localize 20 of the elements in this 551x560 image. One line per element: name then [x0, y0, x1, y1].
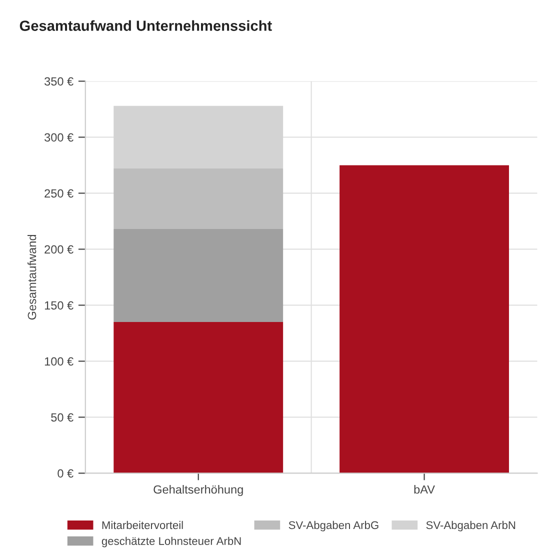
y-tick-label: 300 €: [44, 133, 74, 142]
y-tick-label: 200 €: [44, 245, 74, 254]
chart-title: Gesamtaufwand Unternehmenssicht: [20, 20, 272, 31]
y-tick-label: 0 €: [58, 469, 74, 478]
bar: [114, 168, 284, 230]
y-axis-title: Gesamtaufwand: [28, 234, 36, 320]
y-tick-label: 100 €: [44, 357, 74, 366]
legend-label: geschätzte Lohnsteuer ArbN: [102, 536, 241, 548]
bar: [114, 322, 284, 474]
y-tick-label: 250 €: [44, 189, 74, 198]
y-tick-label: 50 €: [51, 413, 74, 422]
bar: [114, 229, 284, 322]
legend-label: SV-Abgaben ArbN: [426, 520, 516, 532]
y-tick-label: 350 €: [44, 77, 74, 86]
legend-label: SV-Abgaben ArbG: [288, 520, 378, 532]
y-tick-label: 150 €: [44, 301, 74, 310]
x-tick-label: Gehaltserhöhung: [154, 485, 243, 496]
bar: [114, 106, 284, 169]
legend-label: Mitarbeitervorteil: [102, 520, 183, 530]
x-tick-label: bAV: [414, 485, 435, 494]
